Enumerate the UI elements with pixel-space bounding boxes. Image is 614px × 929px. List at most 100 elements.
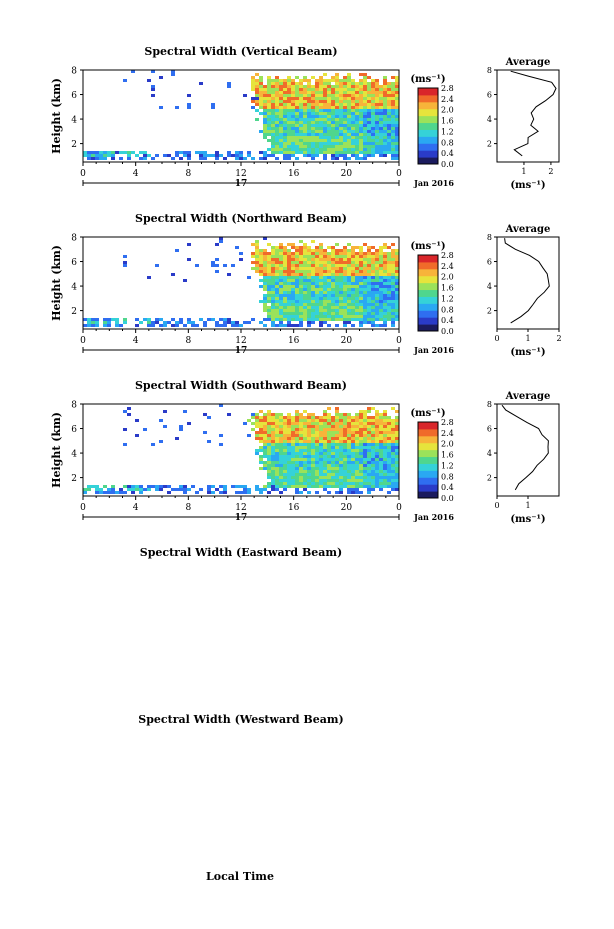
heatmap-cell (335, 258, 339, 261)
heatmap-cell (267, 258, 271, 261)
heatmap-cell (295, 252, 299, 255)
heatmap-cell (287, 279, 291, 282)
colorbar-segment (418, 422, 438, 430)
heatmap-cell (267, 148, 271, 151)
heatmap-cell (299, 240, 303, 243)
heatmap-cell (367, 464, 371, 467)
heatmap-cell (271, 103, 275, 106)
heatmap-cell (395, 255, 399, 258)
heatmap-cell (387, 294, 391, 297)
heatmap-cell (323, 422, 327, 425)
heatmap-cell (295, 467, 299, 470)
heatmap-cell (315, 312, 319, 315)
heatmap-cell (303, 88, 307, 91)
heatmap-cell (383, 94, 387, 97)
heatmap-cell (319, 88, 323, 91)
heatmap-cell (263, 130, 267, 133)
heatmap-cell (283, 249, 287, 252)
heatmap-cell (335, 243, 339, 246)
heatmap-cell (299, 267, 303, 270)
heatmap-cell (111, 154, 115, 157)
heatmap-cell (359, 455, 363, 458)
heatmap-cell (315, 297, 319, 300)
heatmap-cell (327, 491, 331, 494)
heatmap-cell (375, 312, 379, 315)
heatmap-cell (303, 476, 307, 479)
heatmap-cell (387, 112, 391, 115)
heatmap-cell (315, 428, 319, 431)
heatmap-cell (299, 151, 303, 154)
heatmap-cell (351, 145, 355, 148)
heatmap-cell (275, 324, 279, 327)
heatmap-cell (267, 270, 271, 273)
heatmap-cell (283, 130, 287, 133)
heatmap-cell (99, 151, 103, 154)
heatmap-cell (327, 279, 331, 282)
heatmap-cell (327, 282, 331, 285)
heatmap-cell (267, 443, 271, 446)
heatmap-cell (263, 264, 267, 267)
heatmap-cell (103, 151, 107, 154)
heatmap-cell (347, 88, 351, 91)
heatmap-cell (383, 288, 387, 291)
heatmap-cell (339, 97, 343, 100)
heatmap-cell (339, 109, 343, 112)
heatmap-cell (295, 428, 299, 431)
heatmap-cell (327, 88, 331, 91)
heatmap-cell (343, 79, 347, 82)
heatmap-cell (367, 136, 371, 139)
heatmap-cell (383, 485, 387, 488)
heatmap-cell (379, 154, 383, 157)
heatmap-cell (359, 413, 363, 416)
heatmap-cell (331, 258, 335, 261)
heatmap-cell (299, 422, 303, 425)
colorbar-segment (418, 88, 438, 96)
heatmap-cell (391, 261, 395, 264)
heatmap-cell (307, 419, 311, 422)
heatmap-cell (371, 151, 375, 154)
heatmap-cell (291, 109, 295, 112)
heatmap-cell (387, 282, 391, 285)
heatmap-cell (291, 267, 295, 270)
heatmap-cell (359, 103, 363, 106)
heatmap-cell (271, 118, 275, 121)
heatmap-cell (319, 416, 323, 419)
heatmap-cell (367, 318, 371, 321)
heatmap-cell (359, 112, 363, 115)
heatmap-cell (295, 488, 299, 491)
heatmap-cell (275, 303, 279, 306)
heatmap-cell (323, 416, 327, 419)
heatmap-cell (395, 261, 399, 264)
heatmap-cell (99, 488, 103, 491)
heatmap-cell (351, 431, 355, 434)
heatmap-cell (351, 443, 355, 446)
heatmap-cell (259, 258, 263, 261)
heatmap-cell (375, 130, 379, 133)
heatmap-cell (175, 154, 179, 157)
heatmap-cell (347, 309, 351, 312)
heatmap-cell (315, 416, 319, 419)
heatmap-cell (355, 446, 359, 449)
heatmap-cell (315, 267, 319, 270)
heatmap-cell (283, 109, 287, 112)
heatmap-cell (395, 455, 399, 458)
heatmap-cell (131, 491, 135, 494)
heatmap-cell (127, 154, 131, 157)
heatmap-cell (263, 252, 267, 255)
heatmap-cell (347, 416, 351, 419)
x-tick-label: 0 (80, 336, 86, 346)
heatmap-cell (271, 434, 275, 437)
heatmap-cell (383, 309, 387, 312)
heatmap-cell (375, 476, 379, 479)
heatmap-cell (279, 285, 283, 288)
heatmap-cell (95, 154, 99, 157)
heatmap-cell (363, 79, 367, 82)
heatmap-cell (295, 106, 299, 109)
heatmap-cell (323, 118, 327, 121)
heatmap-cell (223, 324, 227, 327)
heatmap-cell (387, 246, 391, 249)
heatmap-cell (335, 410, 339, 413)
heatmap-cell (319, 449, 323, 452)
heatmap-cell (387, 312, 391, 315)
